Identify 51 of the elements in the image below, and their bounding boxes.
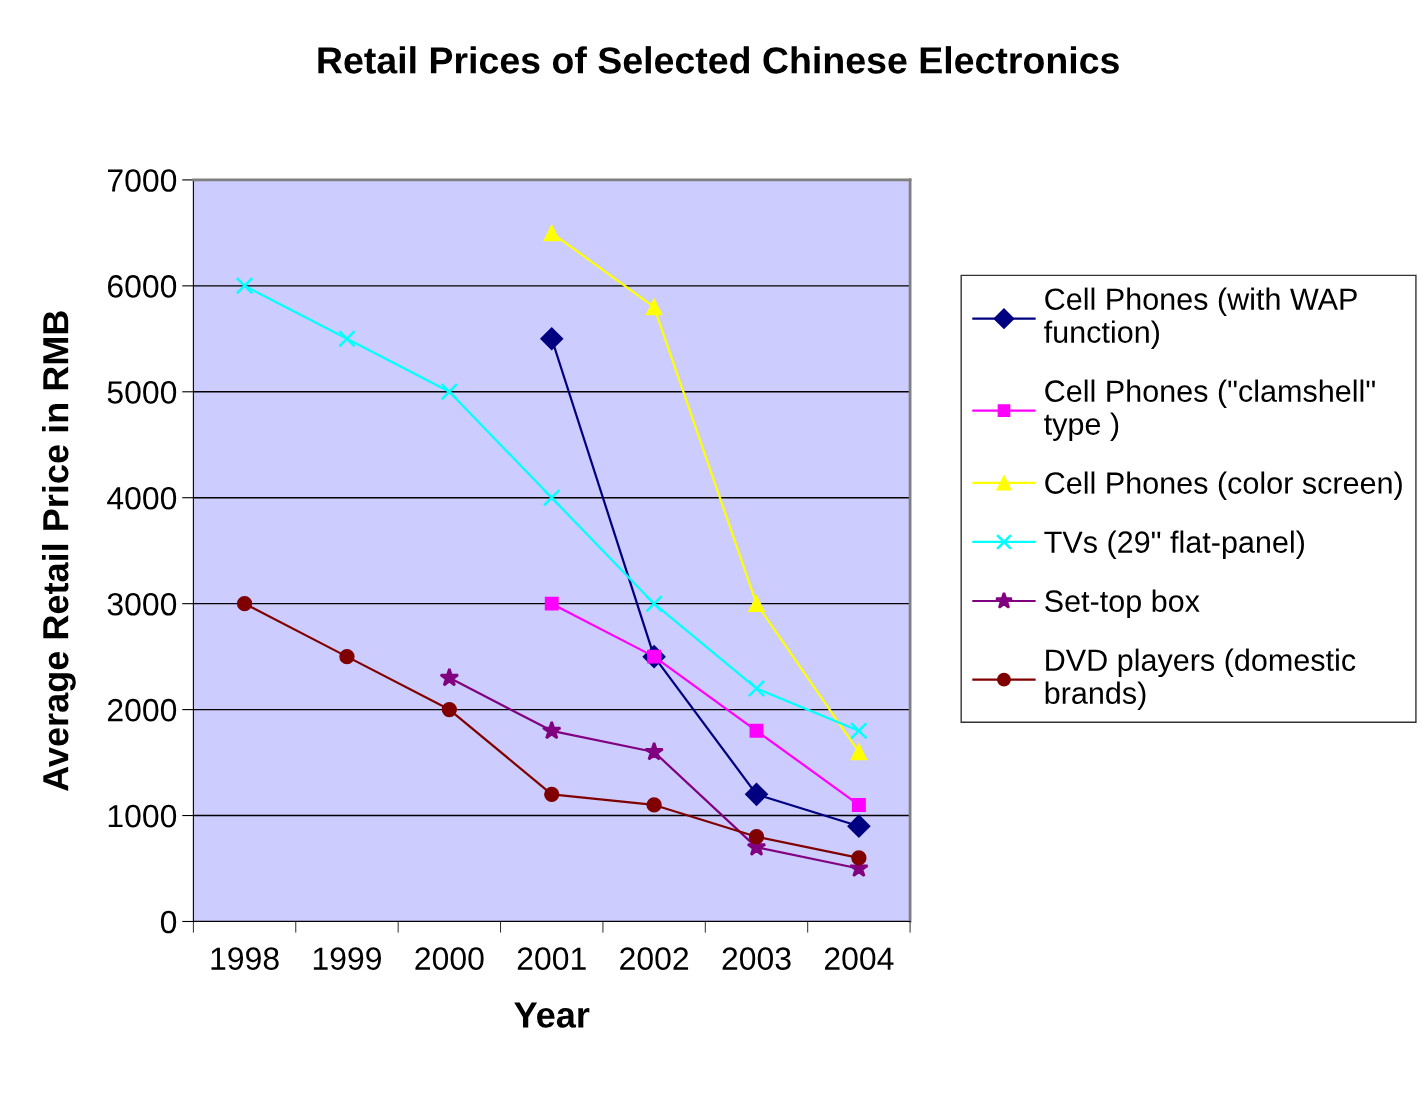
- point: [646, 797, 662, 813]
- x-tick-label: 2001: [517, 947, 586, 970]
- point: [544, 786, 560, 802]
- point: [748, 829, 765, 845]
- point: [850, 743, 868, 761]
- y-tick-label: 4000: [107, 486, 177, 510]
- y-tick-label: 0: [160, 910, 177, 934]
- point: [542, 488, 561, 507]
- point: [847, 814, 871, 838]
- y-tick-label: 5000: [107, 381, 177, 404]
- x-tick-label: 2004: [824, 947, 894, 970]
- y-tick-label: 6000: [107, 275, 177, 298]
- y-tick-label: 1000: [108, 804, 177, 828]
- point: [850, 721, 868, 740]
- x-axis-title: Year: [514, 1002, 590, 1028]
- point: [439, 667, 460, 687]
- legend-label: TVs (29" flat-panel): [1044, 530, 1304, 559]
- point: [440, 382, 459, 401]
- legend-label: Cell Phones (with WAP function): [1044, 287, 1357, 349]
- point: [645, 298, 663, 316]
- point: [851, 798, 866, 812]
- x-tick-label: 2002: [620, 947, 689, 970]
- y-tick-label: 2000: [107, 698, 177, 722]
- x-tick-label: 1998: [211, 947, 279, 970]
- point: [441, 701, 457, 718]
- point: [851, 850, 867, 866]
- point: [339, 648, 355, 665]
- point: [541, 720, 562, 740]
- point: [645, 594, 664, 613]
- point: [338, 329, 356, 348]
- point: [544, 596, 559, 611]
- point: [747, 679, 766, 698]
- chart-title: Retail Prices of Selected Chinese Electronics: [318, 46, 1119, 74]
- legend-label: Set-top box: [1045, 589, 1200, 619]
- point: [749, 723, 764, 738]
- x-tick-label: 1999: [313, 947, 381, 970]
- point: [543, 224, 561, 242]
- point: [644, 741, 664, 761]
- point: [235, 276, 254, 295]
- x-tick-label: 2003: [722, 947, 791, 970]
- point: [236, 596, 253, 612]
- y-axis-title: Average Retail Price in RMB: [41, 311, 76, 791]
- y-tick-label: 3000: [107, 592, 177, 616]
- point: [540, 327, 564, 351]
- point: [748, 595, 765, 612]
- legend-label: Cell Phones (color screen): [1045, 471, 1402, 500]
- x-tick-label: 2000: [415, 947, 484, 970]
- legend-label: Cell Phones ("clamshell" type ): [1044, 379, 1375, 441]
- y-tick-label: 7000: [108, 169, 177, 192]
- point: [745, 782, 769, 806]
- legend-label: DVD players (domestic brands): [1045, 648, 1356, 710]
